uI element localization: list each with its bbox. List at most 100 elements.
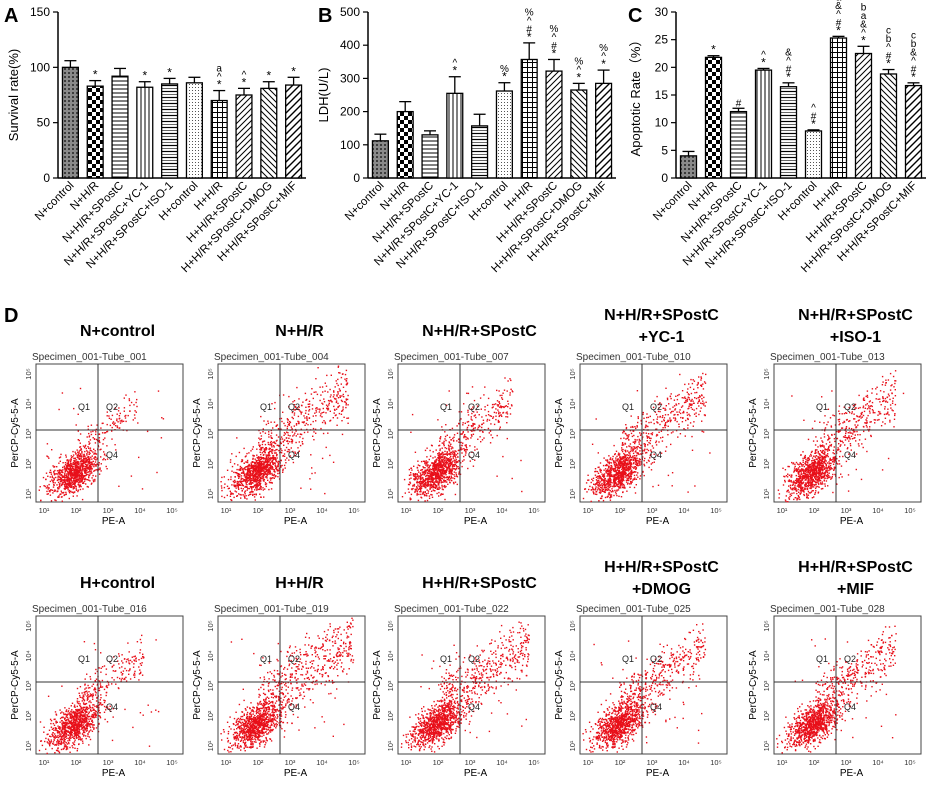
event-dot	[447, 458, 450, 461]
event-dot	[70, 471, 73, 473]
significance-mark: ^	[761, 50, 766, 61]
event-dot	[240, 477, 243, 479]
event-dot	[602, 499, 605, 502]
event-dot	[273, 474, 275, 477]
event-dot	[619, 482, 621, 484]
event-dot	[50, 471, 52, 474]
event-dot	[87, 468, 89, 470]
event-dot	[283, 432, 286, 434]
event-dot	[607, 461, 609, 464]
event-dot	[306, 398, 308, 401]
event-dot	[106, 430, 109, 433]
event-dot	[630, 475, 632, 478]
event-dot	[444, 462, 446, 464]
event-dot	[105, 465, 107, 468]
event-dot	[434, 475, 437, 477]
event-dot	[51, 479, 53, 481]
event-dot	[265, 448, 267, 450]
significance-mark: *	[761, 55, 766, 69]
event-dot	[595, 470, 597, 473]
event-dot	[419, 465, 421, 467]
event-dot	[429, 455, 432, 457]
event-dot	[438, 444, 441, 447]
event-dot	[437, 467, 440, 469]
event-dot	[75, 466, 78, 468]
significance-mark: %	[550, 24, 559, 35]
event-dot	[322, 391, 324, 393]
event-dot	[600, 478, 603, 480]
event-dot	[288, 395, 290, 398]
event-dot	[627, 454, 630, 457]
event-dot	[481, 426, 483, 429]
event-dot	[75, 459, 78, 461]
event-dot	[587, 479, 589, 481]
y-tick-label: 10¹	[206, 488, 215, 499]
event-dot	[124, 415, 126, 417]
event-dot	[294, 432, 296, 434]
event-dot	[116, 426, 119, 429]
event-dot	[99, 467, 101, 469]
event-dot	[493, 411, 496, 414]
event-dot	[73, 470, 75, 472]
event-dot	[442, 470, 444, 473]
event-dot	[422, 483, 425, 485]
event-dot	[623, 464, 625, 466]
event-dot	[114, 407, 117, 409]
event-dot	[267, 470, 270, 472]
event-dot	[265, 423, 268, 426]
event-dot	[221, 495, 223, 498]
event-dot	[259, 456, 262, 458]
event-dot	[638, 439, 641, 441]
event-dot	[293, 455, 295, 457]
event-dot	[272, 445, 275, 447]
event-dot	[76, 474, 78, 476]
event-dot	[75, 489, 78, 491]
event-dot	[88, 461, 90, 463]
event-dot	[242, 472, 245, 474]
event-dot	[268, 467, 270, 469]
event-dot	[91, 477, 93, 479]
event-dot	[471, 412, 473, 415]
flow-plot-title: +YC-1	[639, 329, 685, 346]
panel-letter-c: C	[628, 5, 642, 27]
event-dot	[82, 465, 85, 467]
event-dot	[629, 455, 631, 457]
event-dot	[623, 460, 626, 463]
event-dot	[78, 477, 80, 480]
event-dot	[413, 475, 415, 477]
event-dot	[275, 434, 278, 436]
event-dot	[321, 457, 324, 460]
event-dot	[510, 404, 513, 406]
event-dot	[622, 432, 624, 434]
y-tick-label: 300	[340, 71, 360, 85]
event-dot	[66, 487, 68, 489]
event-dot	[71, 484, 73, 486]
event-dot	[86, 467, 89, 469]
event-dot	[68, 497, 70, 500]
event-dot	[450, 470, 452, 472]
event-dot	[47, 475, 49, 477]
event-dot	[90, 466, 93, 468]
event-dot	[67, 473, 70, 475]
event-dot	[94, 461, 97, 463]
event-dot	[271, 468, 273, 470]
bar	[854, 52, 873, 179]
event-dot	[453, 482, 455, 485]
event-dot	[659, 402, 661, 404]
event-dot	[450, 471, 453, 473]
event-dot	[435, 465, 437, 467]
event-dot	[426, 489, 428, 491]
event-dot	[588, 488, 590, 491]
event-dot	[242, 470, 245, 473]
event-dot	[52, 492, 54, 494]
event-dot	[325, 385, 328, 387]
event-dot	[251, 473, 253, 475]
event-dot	[429, 473, 432, 476]
event-dot	[67, 489, 69, 491]
event-dot	[288, 459, 290, 461]
event-dot	[409, 482, 412, 484]
event-dot	[315, 391, 317, 393]
event-dot	[228, 487, 230, 489]
event-dot	[421, 471, 424, 473]
